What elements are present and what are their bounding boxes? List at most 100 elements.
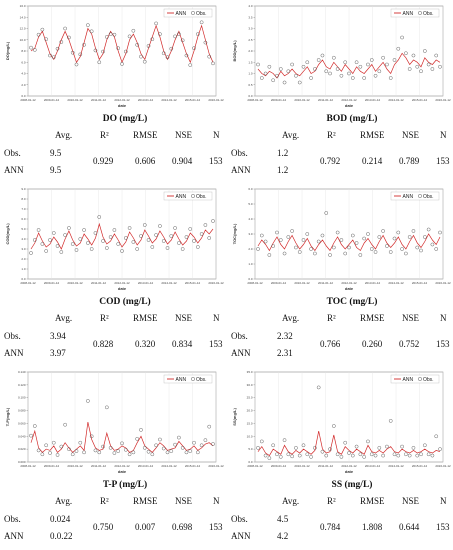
x-tick-label: 2009-01-12 xyxy=(271,98,287,102)
obs-point xyxy=(188,449,193,453)
x-tick-label: 2010-01-12 xyxy=(67,281,83,285)
obs-point xyxy=(350,233,355,238)
obs-point xyxy=(301,443,306,448)
obs-point xyxy=(328,447,332,451)
obs-point xyxy=(165,246,170,250)
obs-point xyxy=(82,42,86,47)
y-tick-label: 2.0 xyxy=(21,83,26,87)
header-rmse: RMSE xyxy=(133,313,158,323)
row-label-ann: ANN xyxy=(231,348,251,358)
y-tick-label: 3.5 xyxy=(248,15,253,19)
obs-point xyxy=(36,32,41,37)
obs-point xyxy=(256,62,260,67)
obs-point xyxy=(362,236,366,241)
obs-point xyxy=(146,238,151,242)
row-label-obs: Obs. xyxy=(4,148,21,158)
x-tick-label: 2015-01-12 xyxy=(185,281,201,285)
y-tick-label: 0.0 xyxy=(248,460,253,464)
x-tick-label: 2008-01-12 xyxy=(247,98,263,102)
obs-point xyxy=(184,53,189,58)
obs-point xyxy=(297,453,302,458)
obs-point xyxy=(146,449,151,454)
obs-point xyxy=(29,251,33,255)
x-tick-label: 2012-01-12 xyxy=(114,98,130,102)
obs-point xyxy=(396,230,401,235)
x-axis-label: date xyxy=(345,103,354,108)
obs-point xyxy=(411,53,416,58)
obs-point xyxy=(165,450,170,455)
x-tick-label: 2008-01-12 xyxy=(20,281,36,285)
legend-box xyxy=(390,191,440,201)
chart-title: TOC (mg/L) xyxy=(326,297,378,307)
y-tick-label: 1.5 xyxy=(248,60,253,64)
obs-point xyxy=(366,232,370,236)
series-line-ann xyxy=(30,422,214,453)
obs-point xyxy=(309,76,313,80)
series-line-ann xyxy=(257,52,441,79)
obs-point xyxy=(362,76,366,80)
x-tick-label: 2012-01-12 xyxy=(114,464,130,468)
x-tick-label: 2013-01-12 xyxy=(365,281,381,285)
x-tick-label: 2014-01-12 xyxy=(388,281,404,285)
obs-point xyxy=(86,23,90,27)
y-tick-label: 1.0 xyxy=(21,267,26,271)
obs-point xyxy=(131,450,136,455)
obs-point xyxy=(188,63,193,67)
obs-point xyxy=(411,229,416,233)
y-tick-label: 0.0 xyxy=(248,277,253,281)
x-tick-label: 2013-01-12 xyxy=(138,98,154,102)
chart-title: COD (mg/L) xyxy=(99,297,151,307)
obs-point xyxy=(70,50,75,55)
x-tick-label: 2008-01-12 xyxy=(20,464,36,468)
obs-point xyxy=(139,234,143,238)
obs-point xyxy=(362,455,366,459)
obs-point xyxy=(388,250,393,254)
chart-do: 2008-01-12 2009-01-12 2010-01-12 2011-01-12… xyxy=(5,4,224,108)
obs-avg-value: 9.5 xyxy=(50,148,62,158)
obs-point xyxy=(339,73,344,78)
header-rmse: RMSE xyxy=(360,496,385,506)
y-tick-label: 2.0 xyxy=(21,257,26,261)
obs-avg-value: 3.94 xyxy=(50,331,66,341)
obs-point xyxy=(385,244,389,248)
obs-point xyxy=(434,247,439,251)
obs-point xyxy=(29,433,33,438)
legend-label-ann: ANN xyxy=(176,377,187,383)
obs-point xyxy=(320,449,325,454)
nse-value: 0.698 xyxy=(172,522,193,532)
obs-point xyxy=(328,71,332,76)
obs-point xyxy=(282,80,287,85)
row-label-ann: ANN xyxy=(231,165,251,175)
r2-value: 0.766 xyxy=(320,339,341,349)
obs-point xyxy=(173,226,177,230)
x-tick-label: 2016-01-12 xyxy=(435,464,451,468)
obs-point xyxy=(415,453,420,458)
header-n: N xyxy=(440,313,447,323)
obs-point xyxy=(366,439,370,444)
y-tick-label: 0.040 xyxy=(18,434,26,438)
obs-point xyxy=(278,455,283,459)
legend-label-obs: Obs. xyxy=(423,194,434,200)
obs-point xyxy=(343,60,348,65)
y-tick-label: 3.0 xyxy=(248,27,253,31)
obs-point xyxy=(203,438,208,442)
header-nse: NSE xyxy=(402,313,420,323)
obs-point xyxy=(188,227,193,231)
obs-point xyxy=(388,76,393,80)
obs-point xyxy=(377,235,382,239)
obs-point xyxy=(86,399,90,403)
legend-label-obs: Obs. xyxy=(423,377,434,383)
obs-point xyxy=(358,64,363,69)
obs-point xyxy=(381,229,385,233)
obs-point xyxy=(78,52,83,57)
obs-point xyxy=(158,32,162,36)
x-tick-label: 2009-01-12 xyxy=(44,281,60,285)
n-value: 153 xyxy=(436,156,450,166)
obs-point xyxy=(354,241,359,245)
obs-point xyxy=(419,248,423,253)
header-r2: R² xyxy=(327,130,336,140)
legend-swatch-obs xyxy=(418,194,422,198)
obs-point xyxy=(320,53,325,58)
obs-point xyxy=(297,80,302,85)
y-tick-label: 0.140 xyxy=(18,370,26,374)
